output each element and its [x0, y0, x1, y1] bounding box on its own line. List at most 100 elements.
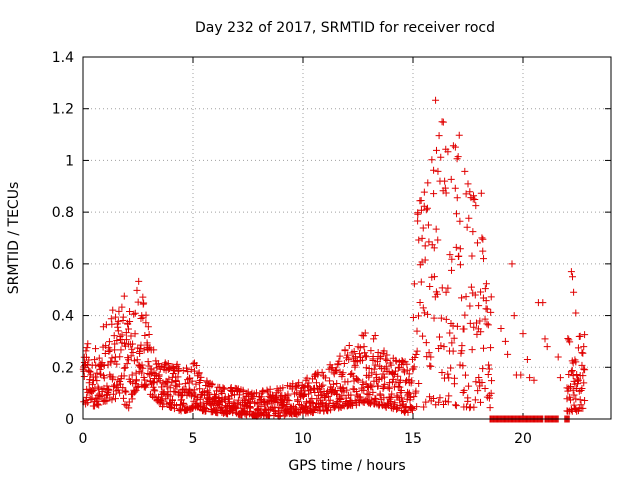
data-point: [352, 387, 360, 395]
data-point: [380, 347, 388, 355]
data-point: [127, 332, 135, 340]
data-point: [427, 362, 435, 370]
data-point: [133, 383, 141, 391]
data-point: [414, 209, 422, 217]
data-point: [139, 364, 147, 372]
data-point: [581, 396, 589, 404]
data-point: [129, 340, 137, 348]
data-point: [421, 242, 429, 250]
data-point: [122, 329, 130, 337]
data-point: [510, 312, 518, 320]
data-point: [408, 377, 416, 385]
data-point: [368, 396, 376, 404]
data-point: [134, 298, 142, 306]
data-point: [213, 387, 221, 395]
data-point: [344, 378, 352, 386]
data-point: [400, 407, 408, 415]
data-point: [445, 392, 453, 400]
data-point: [388, 390, 396, 398]
data-point: [358, 356, 366, 364]
data-point: [413, 327, 421, 335]
data-point: [114, 376, 122, 384]
data-point: [253, 405, 261, 413]
data-point: [165, 375, 173, 383]
data-point: [173, 402, 181, 410]
data-point: [442, 315, 450, 323]
data-point: [470, 323, 478, 331]
data-point: [569, 386, 577, 394]
data-point: [441, 177, 449, 185]
data-point: [259, 387, 267, 395]
data-point: [487, 293, 495, 301]
data-point: [483, 305, 491, 313]
data-point: [480, 255, 488, 263]
data-point: [481, 385, 489, 393]
data-point: [394, 372, 402, 380]
data-point: [111, 395, 119, 403]
data-point: [329, 380, 337, 388]
data-point: [218, 390, 226, 398]
x-tick-label: 10: [294, 431, 312, 447]
data-point: [392, 357, 400, 365]
data-point: [565, 384, 573, 392]
data-point: [338, 373, 346, 381]
data-point: [126, 307, 134, 315]
data-point: [470, 192, 478, 200]
data-point: [574, 376, 582, 384]
data-point: [564, 387, 572, 395]
data-point: [333, 390, 341, 398]
data-point: [93, 377, 101, 385]
data-point: [343, 386, 351, 394]
data-point: [105, 348, 113, 356]
data-point: [579, 349, 587, 357]
data-point: [578, 385, 586, 393]
data-point: [257, 403, 265, 411]
data-point: [578, 361, 586, 369]
data-point: [462, 190, 470, 198]
data-point: [91, 356, 99, 364]
data-point: [451, 184, 459, 192]
data-point: [109, 373, 117, 381]
data-point: [184, 368, 192, 376]
data-point: [412, 387, 420, 395]
data-point: [92, 345, 100, 353]
data-point: [361, 349, 369, 357]
x-tick-label: 20: [514, 431, 532, 447]
data-point: [187, 366, 195, 374]
data-point: [406, 396, 414, 404]
data-point: [367, 381, 375, 389]
data-point: [466, 319, 474, 327]
gridlines: [83, 57, 611, 419]
data-point: [468, 346, 476, 354]
data-point: [112, 313, 120, 321]
data-point: [572, 309, 580, 317]
data-point: [386, 379, 394, 387]
data-point: [523, 356, 531, 364]
data-point: [379, 370, 387, 378]
data-point: [341, 347, 349, 355]
data-point: [464, 180, 472, 188]
data-point: [419, 224, 427, 232]
data-point: [108, 396, 116, 404]
data-point: [344, 351, 352, 359]
data-point: [380, 373, 388, 381]
data-point: [508, 260, 516, 268]
data-point: [168, 396, 176, 404]
data-point: [333, 380, 341, 388]
data-point: [173, 360, 181, 368]
data-point: [461, 311, 469, 319]
data-point: [368, 369, 376, 377]
data-point: [581, 331, 589, 339]
data-point: [421, 309, 429, 317]
data-point: [379, 384, 387, 392]
data-point: [114, 323, 122, 331]
data-point: [306, 386, 314, 394]
data-point: [574, 344, 582, 352]
data-point: [372, 395, 380, 403]
data-point: [471, 195, 479, 203]
data-point: [362, 353, 370, 361]
data-point: [345, 342, 353, 350]
data-point: [107, 315, 115, 323]
data-point: [143, 339, 151, 347]
data-point: [567, 382, 575, 390]
